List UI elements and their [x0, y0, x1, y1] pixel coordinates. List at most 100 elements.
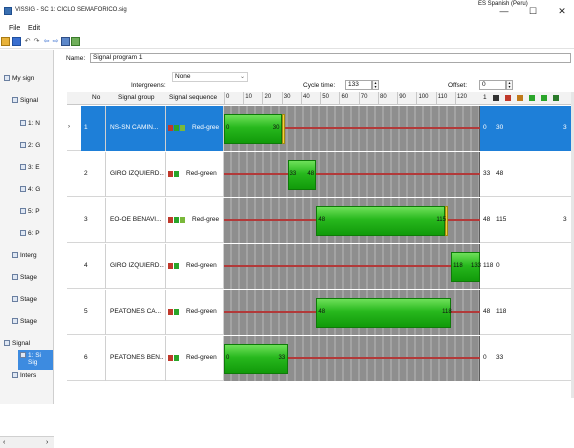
scroll-right-icon[interactable]: › — [46, 439, 49, 446]
signal-state-color-icon[interactable] — [529, 95, 535, 101]
tree-item-intergreens[interactable]: Interg — [12, 252, 37, 259]
amber-phase-marker[interactable] — [445, 206, 449, 236]
cell-signal-sequence[interactable]: Red-green — [166, 152, 224, 197]
green-phase-bar[interactable] — [224, 344, 288, 374]
green-state-icon — [174, 125, 179, 131]
cell-values[interactable]: 48 118 — [480, 290, 571, 335]
tick-line — [358, 92, 360, 105]
green-phase-bar[interactable] — [287, 160, 317, 190]
maximize-button[interactable]: ☐ — [528, 6, 538, 16]
offset-input[interactable]: 0 — [479, 80, 506, 90]
signal-timeline[interactable]: 118 133 — [224, 244, 481, 289]
cell-values[interactable]: 33 48 — [480, 152, 571, 197]
green-phase-bar[interactable] — [451, 252, 480, 282]
green-start-label: 0 — [226, 125, 230, 131]
header-no[interactable]: No — [92, 94, 101, 101]
forward-icon[interactable]: ⇨ — [52, 38, 59, 45]
save-icon[interactable] — [12, 37, 21, 46]
table-row[interactable]: 5 PEATONES CA... Red-green 48 118 48 118 — [67, 290, 571, 335]
redo-icon[interactable]: ↷ — [33, 38, 40, 45]
signal-timeline[interactable]: 48 118 — [224, 290, 480, 335]
menu-file[interactable]: File — [9, 25, 21, 32]
cell-no[interactable]: 5 — [81, 290, 106, 335]
table-row[interactable]: 4 GIRO IZQUIERD... Red-green 118 133 118 0 — [67, 244, 571, 289]
close-button[interactable]: ✕ — [558, 6, 566, 16]
tree-item-signal-program-1[interactable]: 1: Si Sig — [18, 350, 53, 370]
menu-edit[interactable]: Edit — [28, 25, 41, 32]
cell-signal-sequence[interactable]: Red-gree — [166, 106, 224, 151]
name-input[interactable]: Signal program 1 — [90, 53, 571, 63]
scroll-left-icon[interactable]: ‹ — [3, 439, 6, 446]
header-signal-sequence[interactable]: Signal sequence — [169, 94, 218, 101]
cell-signal-sequence[interactable]: Red-green — [166, 336, 224, 381]
cell-no[interactable]: 3 — [81, 198, 106, 243]
grid-view-icon[interactable] — [61, 37, 70, 46]
cell-no[interactable]: 4 — [81, 244, 106, 289]
green-end-label: 33 — [278, 355, 286, 361]
cell-signal-sequence[interactable]: Red-green — [166, 244, 224, 289]
cycle-time-stepper[interactable]: ▴ ▾ — [372, 80, 379, 90]
table-row[interactable]: 6 PEATONES BEN... Red-green 0 33 0 33 — [67, 336, 571, 381]
green-phase-bar[interactable] — [224, 114, 282, 144]
signal-state-color-icon[interactable] — [541, 95, 547, 101]
tree-item-interstages[interactable]: Inters — [12, 372, 36, 379]
cell-signal-group[interactable]: GIRO IZQUIERD... — [106, 152, 166, 197]
signal-state-color-icon[interactable] — [505, 95, 511, 101]
offset-stepper[interactable]: ▴ ▾ — [506, 80, 513, 90]
cycle-time-input[interactable]: 133 — [345, 80, 372, 90]
table-row[interactable]: › 1 NS-SN CAMIN... Red-gree 0 30 0 30 3 — [67, 106, 571, 151]
tree-item-sg3[interactable]: 3: E — [20, 164, 40, 171]
signal-state-color-icon[interactable] — [517, 95, 523, 101]
cell-signal-group[interactable]: PEATONES BEN... — [106, 336, 166, 381]
chart-view-icon[interactable] — [71, 37, 80, 46]
open-folder-icon[interactable] — [1, 37, 10, 46]
red-state-icon — [168, 355, 173, 361]
tree-item-signal-groups[interactable]: Signal — [12, 97, 38, 104]
tree-item-signal-programs[interactable]: Signal — [4, 340, 30, 347]
green-phase-bar[interactable] — [316, 206, 446, 236]
sidebar-horizontal-scrollbar[interactable]: ‹ › — [0, 436, 54, 448]
cell-no[interactable]: 6 — [81, 336, 106, 381]
cell-signal-group[interactable]: EO-OE BENAVI... — [106, 198, 166, 243]
red-phase-line — [224, 265, 480, 267]
signal-timeline[interactable]: 48 115 — [224, 198, 480, 243]
signal-timeline[interactable]: 0 30 — [224, 106, 480, 151]
signal-state-color-icon[interactable] — [493, 95, 499, 101]
table-row[interactable]: 3 EO-OE BENAVI... Red-gree 48 115 48 115 3 — [67, 198, 571, 243]
green-phase-bar[interactable] — [316, 298, 452, 328]
cell-values[interactable]: 0 30 3 — [480, 106, 571, 151]
signal-timeline[interactable]: 33 48 — [224, 152, 480, 197]
tree-item-stage-2[interactable]: Stage — [12, 296, 37, 303]
tree-item-root[interactable]: My sign — [4, 75, 34, 82]
cell-values[interactable]: 48 115 3 — [480, 198, 571, 243]
tree-item-stage-3[interactable]: Stage — [12, 318, 37, 325]
cell-signal-group[interactable]: NS-SN CAMIN... — [106, 106, 166, 151]
tree-item-sg2[interactable]: 2: G — [20, 142, 40, 149]
cell-signal-group[interactable]: GIRO IZQUIERD... — [106, 244, 166, 289]
green-state-icon — [174, 171, 179, 177]
signal-state-color-icon[interactable] — [553, 95, 559, 101]
cell-no[interactable]: 2 — [81, 152, 106, 197]
amber-phase-marker[interactable] — [281, 114, 285, 144]
tree-item-sg1[interactable]: 1: N — [20, 120, 40, 127]
minimize-button[interactable]: — — [499, 6, 509, 16]
cell-no[interactable]: 1 — [81, 106, 106, 151]
cell-signal-group[interactable]: PEATONES CA... — [106, 290, 166, 335]
cell-signal-sequence[interactable]: Red-green — [166, 290, 224, 335]
tree-item-stage-1[interactable]: Stage — [12, 274, 37, 281]
intergreens-select[interactable]: None ⌄ — [172, 72, 248, 82]
table-row[interactable]: 2 GIRO IZQUIERD... Red-green 33 48 33 48 — [67, 152, 571, 197]
header-signal-group[interactable]: Signal group — [118, 94, 155, 101]
language-indicator[interactable]: ES Spanish (Peru) — [478, 1, 528, 7]
green-end-value: 118 — [496, 308, 507, 315]
tree-item-sg5[interactable]: 5: P — [20, 208, 40, 215]
signal-timeline[interactable]: 0 33 — [224, 336, 480, 381]
tree-item-sg6[interactable]: 6: P — [20, 230, 40, 237]
tree-item-sg4[interactable]: 4: G — [20, 186, 40, 193]
cell-values[interactable]: 0 33 — [480, 336, 571, 381]
cell-values[interactable]: 118 0 — [480, 244, 571, 289]
undo-icon[interactable]: ↶ — [24, 38, 31, 45]
cell-signal-sequence[interactable]: Red-gree — [166, 198, 224, 243]
back-icon[interactable]: ⇦ — [43, 38, 50, 45]
grid-vertical-scrollbar[interactable] — [571, 92, 574, 398]
